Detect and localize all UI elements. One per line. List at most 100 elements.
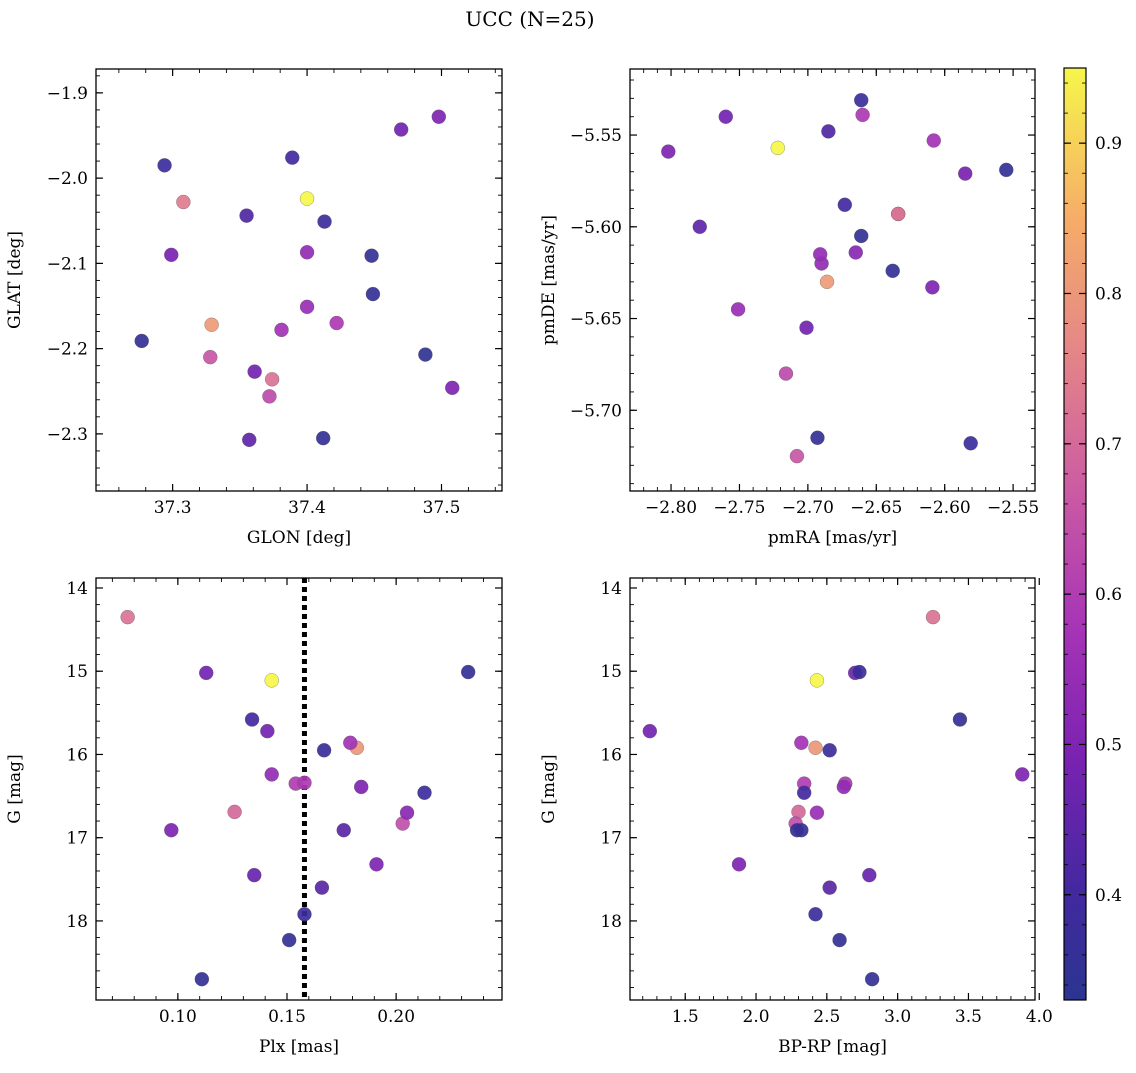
data-point — [642, 724, 657, 739]
data-point — [369, 857, 384, 872]
x-axis-label: pmRA [mas/yr] — [768, 528, 897, 548]
data-point — [329, 315, 344, 331]
x-tick-label: 0.20 — [377, 1007, 415, 1027]
data-point — [813, 247, 828, 262]
panel-plx-g: 0.10 0.15 0.20 14 15 16 17 18 Plx [mas] G [mag] — [5, 577, 503, 1057]
y-tick-label: 18 — [600, 912, 622, 932]
data-point — [778, 366, 794, 381]
colorbar: 0.4 0.5 0.6 0.7 0.8 0.9 — [1063, 67, 1122, 1001]
x-tick-label: 37.3 — [154, 498, 192, 518]
x-tick-label: 37.5 — [423, 498, 461, 518]
y-tick-label: −5.70 — [570, 401, 622, 421]
data-point — [176, 194, 191, 210]
data-point — [317, 214, 332, 229]
data-point — [316, 743, 332, 758]
data-point — [297, 775, 312, 790]
y-tick-label: −2.3 — [47, 425, 88, 445]
x-tick-label: 3.0 — [884, 1007, 911, 1027]
data-point — [789, 448, 805, 464]
x-tick-label: 2.0 — [743, 1007, 770, 1027]
y-tick-label: −1.9 — [47, 84, 88, 104]
data-point — [134, 333, 149, 349]
y-tick-label: 14 — [600, 579, 622, 599]
y-tick-label: −5.55 — [570, 126, 622, 146]
data-point — [264, 372, 280, 387]
y-axis-label: GLAT [deg] — [5, 231, 25, 329]
data-point — [963, 436, 978, 451]
data-point — [926, 133, 941, 148]
colorbar-tick-label: 0.4 — [1095, 886, 1122, 906]
y-tick-label: 15 — [66, 662, 88, 682]
data-point — [855, 107, 870, 123]
x-tick-label: 3.5 — [955, 1007, 982, 1027]
y-tick-label: 14 — [66, 579, 88, 599]
data-point — [299, 245, 315, 260]
data-point — [848, 245, 863, 260]
data-point — [808, 740, 823, 755]
data-point — [194, 972, 210, 987]
x-tick-label: −2.60 — [919, 498, 971, 518]
data-point — [299, 299, 315, 315]
data-point — [364, 248, 379, 263]
colorbar-tick-label: 0.8 — [1095, 284, 1122, 304]
data-point — [343, 735, 358, 750]
y-tick-label: −5.60 — [570, 218, 622, 238]
y-tick-label: −2.1 — [47, 254, 88, 274]
axes-frame — [629, 68, 1036, 492]
x-tick-label: 4.0 — [1026, 1007, 1053, 1027]
data-point — [354, 779, 369, 795]
data-point — [809, 805, 825, 820]
data-point — [314, 880, 330, 895]
y-axis-label: G [mag] — [5, 754, 25, 823]
data-point — [239, 208, 254, 223]
data-point — [822, 880, 837, 895]
x-axis-label: BP-RP [mag] — [778, 1037, 887, 1057]
data-point — [264, 673, 279, 688]
data-point — [461, 664, 476, 680]
data-point — [247, 867, 262, 883]
x-tick-label: 1.5 — [672, 1007, 699, 1027]
data-point — [297, 907, 312, 922]
x-axis-label: Plx [mas] — [259, 1037, 339, 1057]
colorbar-tick-label: 0.7 — [1095, 435, 1122, 455]
x-tick-label: 0.10 — [159, 1007, 197, 1027]
data-point — [958, 166, 973, 181]
y-tick-label: −2.2 — [47, 340, 88, 360]
panel-bprp-g: 1.5 2.0 2.5 3.0 3.5 4.0 14 15 16 17 18 BP-RP [mag] G… — [539, 577, 1053, 1057]
y-tick-label: −2.0 — [47, 169, 88, 189]
data-point — [810, 430, 825, 445]
y-axis-label: pmDE [mas/yr] — [539, 215, 559, 345]
data-point — [285, 150, 300, 165]
figure-title: UCC (N=25) — [465, 7, 594, 31]
colorbar-tick-label: 0.9 — [1095, 134, 1122, 154]
data-point — [199, 665, 214, 681]
data-point — [854, 93, 869, 108]
data-point — [822, 743, 837, 758]
data-point — [164, 823, 179, 838]
data-point — [399, 805, 415, 820]
data-point — [661, 144, 676, 159]
axes-frame — [95, 68, 503, 492]
x-tick-label: −2.65 — [850, 498, 902, 518]
data-point — [809, 673, 825, 688]
y-tick-label: 15 — [600, 662, 622, 682]
data-point — [247, 364, 262, 379]
data-point — [203, 350, 218, 365]
data-point — [394, 122, 409, 137]
data-point — [862, 867, 877, 883]
data-point — [418, 347, 433, 362]
axes-frame — [629, 577, 1036, 1001]
data-point — [865, 972, 880, 987]
data-point — [718, 109, 733, 124]
data-point — [120, 609, 135, 625]
data-point — [885, 263, 900, 278]
data-point — [808, 907, 823, 922]
data-point — [445, 380, 460, 395]
x-tick-label: 2.5 — [813, 1007, 840, 1027]
data-point — [854, 228, 869, 244]
data-point — [692, 219, 707, 234]
data-point — [262, 389, 277, 404]
data-point — [799, 320, 814, 335]
data-point — [836, 779, 851, 795]
